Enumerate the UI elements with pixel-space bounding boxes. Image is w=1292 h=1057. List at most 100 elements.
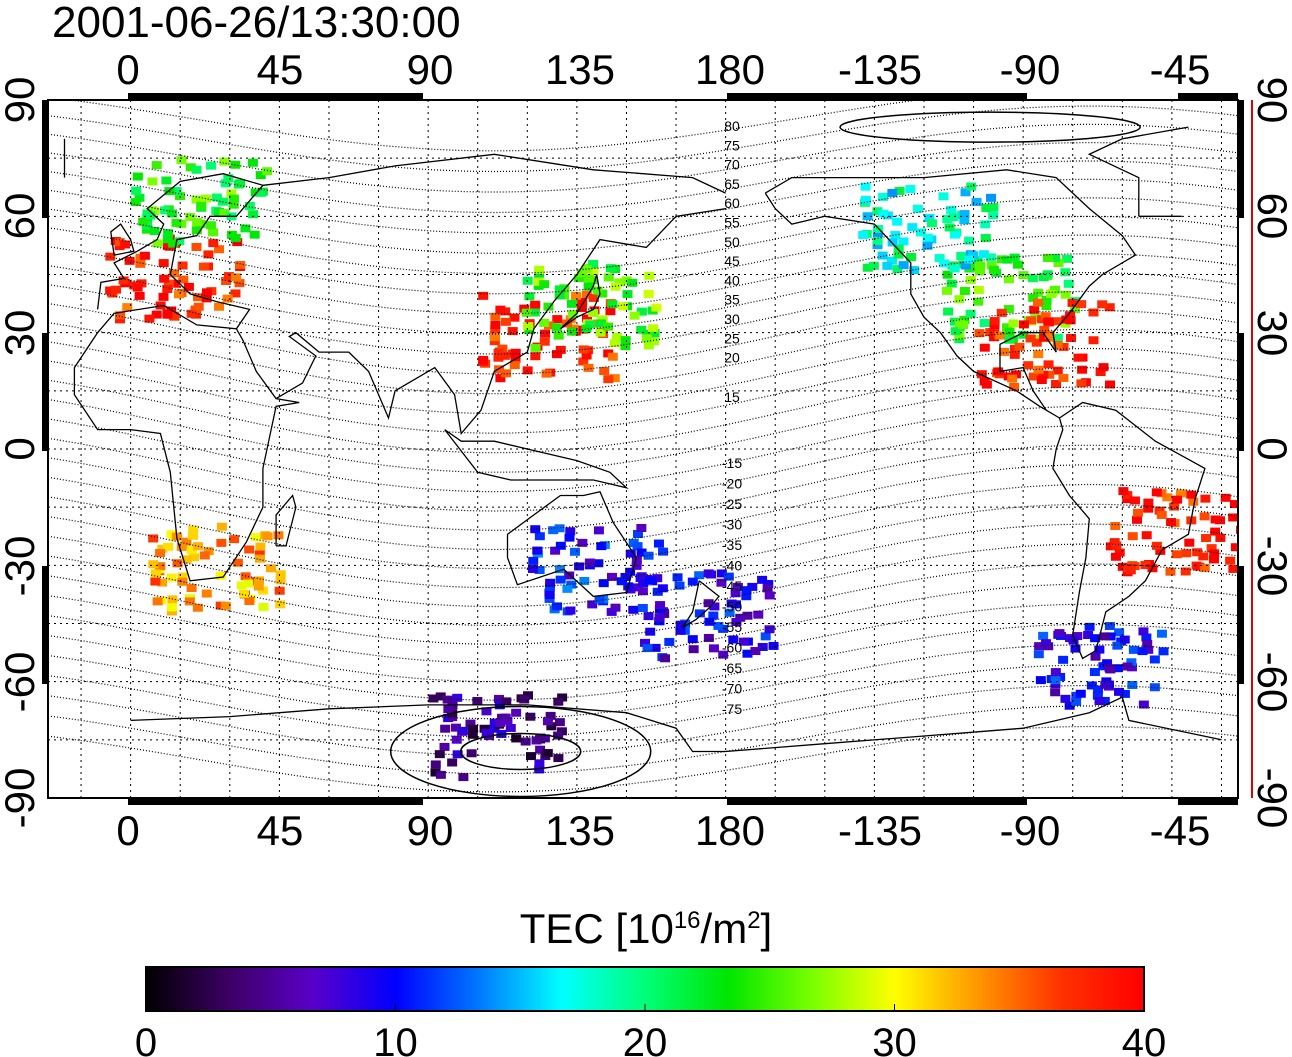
tec-cell-australia [565, 606, 576, 615]
tec-cell-south-africa [236, 581, 247, 590]
tec-cell-brazil [1192, 548, 1203, 557]
tec-cell-canada [949, 230, 960, 239]
lat-tick-right: 30 [1249, 310, 1292, 357]
tec-cell-europe [162, 310, 173, 319]
tec-cell-japan [539, 318, 550, 327]
tec-cell-east-asia [497, 344, 508, 353]
tec-cell-east-asia [499, 351, 510, 360]
tec-cell-brazil [1194, 562, 1205, 571]
tec-cell-new-zealand [657, 584, 668, 593]
tec-cell-north-america [1041, 296, 1052, 305]
left-axis-bar-1 [42, 100, 48, 218]
tec-cell-australia [594, 595, 605, 604]
tec-cell-gulf [1043, 360, 1054, 369]
tec-cell-east-asia [555, 345, 566, 354]
tec-cell-antarctica [447, 758, 458, 767]
tec-cell-antarctica [534, 765, 545, 774]
tec-cell-south-africa [232, 558, 243, 567]
tec-cell-brazil [1230, 543, 1238, 552]
tec-cell-south-africa [189, 553, 200, 562]
tec-cell-patagonia [1060, 694, 1071, 703]
tec-cell-antarctica [525, 712, 536, 721]
tec-cell-east-asia [530, 352, 541, 361]
tec-cell-patagonia [1149, 655, 1160, 664]
tec-cell-south-africa [275, 600, 286, 609]
tec-cell-japan [533, 281, 544, 290]
tec-cell-canada [872, 237, 883, 246]
tec-cell-south-africa [216, 538, 227, 547]
tec-cell-north-america [1060, 290, 1071, 299]
tec-cell-brazil [1110, 552, 1121, 561]
tec-cell-japan [602, 322, 613, 331]
tec-cell-japan [583, 274, 594, 283]
tec-cell-scandinavia [208, 228, 219, 237]
tec-cell-europe [234, 279, 245, 288]
tec-cell-east-asia [609, 374, 620, 383]
tec-cell-australia [584, 558, 595, 567]
tec-cell-south-africa [255, 542, 266, 551]
tec-cell-north-america [942, 270, 953, 279]
lat-tick-left: 60 [0, 193, 43, 240]
tec-cell-east-asia [495, 374, 506, 383]
tec-cell-scandinavia [256, 188, 267, 197]
tec-cell-japan [629, 311, 640, 320]
tec-cell-new-zealand [687, 635, 698, 644]
tec-cell-patagonia [1064, 701, 1075, 710]
tec-cell-canada [894, 186, 905, 195]
tec-cell-north-america [1062, 254, 1073, 263]
magnetic-contour [48, 160, 1238, 234]
tec-cell-east-asia [509, 361, 520, 370]
tec-cell-japan [576, 269, 587, 278]
tec-cell-north-america [1013, 260, 1024, 269]
tec-cell-patagonia [1138, 627, 1149, 636]
tec-cell-canada [868, 261, 879, 270]
contour-label: 35 [724, 292, 740, 308]
tec-cell-patagonia [1158, 647, 1169, 656]
tec-cell-brazil [1118, 487, 1129, 496]
tec-cell-east-asia [507, 327, 518, 336]
tec-cell-europe [198, 262, 209, 271]
tec-cell-canada [872, 207, 883, 216]
tec-cell-antarctica [443, 705, 454, 714]
coastline [275, 494, 297, 547]
tec-cell-japan [641, 334, 652, 343]
tec-cell-patagonia [1040, 639, 1051, 648]
coastline [130, 696, 1222, 753]
tec-cell-south-africa [186, 546, 197, 555]
tec-cell-europe [203, 250, 214, 259]
tec-cell-south-africa [215, 601, 226, 610]
tec-cell-gulf [1039, 325, 1050, 334]
tec-cell-europe [159, 274, 170, 283]
tec-cell-brazil [1184, 538, 1195, 547]
tec-cell-antarctica [534, 759, 545, 768]
tec-cell-europe [169, 279, 180, 288]
tec-cell-antarctica [457, 726, 468, 735]
tec-cell-europe [222, 294, 233, 303]
tec-cell-patagonia [1058, 655, 1069, 664]
tec-cell-brazil [1156, 510, 1167, 519]
tec-cell-south-africa [150, 577, 161, 586]
contour-label: -50 [722, 599, 742, 615]
lon-tick-bottom: -45 [1150, 807, 1211, 854]
axis-ticks: 0 45 90 135 180 -135 -90 -450 45 90 135 180 -135 -90-… [0, 46, 1292, 854]
coastline [764, 169, 1137, 419]
magnetic-contour [48, 367, 1238, 454]
tec-cell-brazil [1199, 512, 1210, 521]
tec-cell-patagonia [1035, 676, 1046, 685]
tec-cell-australia [636, 523, 647, 532]
lat-tick-left: 30 [0, 310, 43, 357]
tec-cell-canada [860, 195, 871, 204]
tec-cell-patagonia [1119, 689, 1130, 698]
tec-cell-scandinavia [191, 165, 202, 174]
tec-cell-canada [905, 185, 916, 194]
tec-cell-north-america [1042, 253, 1053, 262]
tec-cell-gulf [989, 317, 1000, 326]
tec-cell-scandinavia [248, 210, 259, 219]
tec-cell-antarctica [519, 695, 530, 704]
tec-cell-south-africa [167, 603, 178, 612]
tec-cell-antarctica [501, 697, 512, 706]
tec-cell-scandinavia [185, 163, 196, 172]
tec-cell-canada [892, 217, 903, 226]
tec-cell-south-africa [148, 560, 159, 569]
tec-cell-brazil [1155, 546, 1166, 555]
